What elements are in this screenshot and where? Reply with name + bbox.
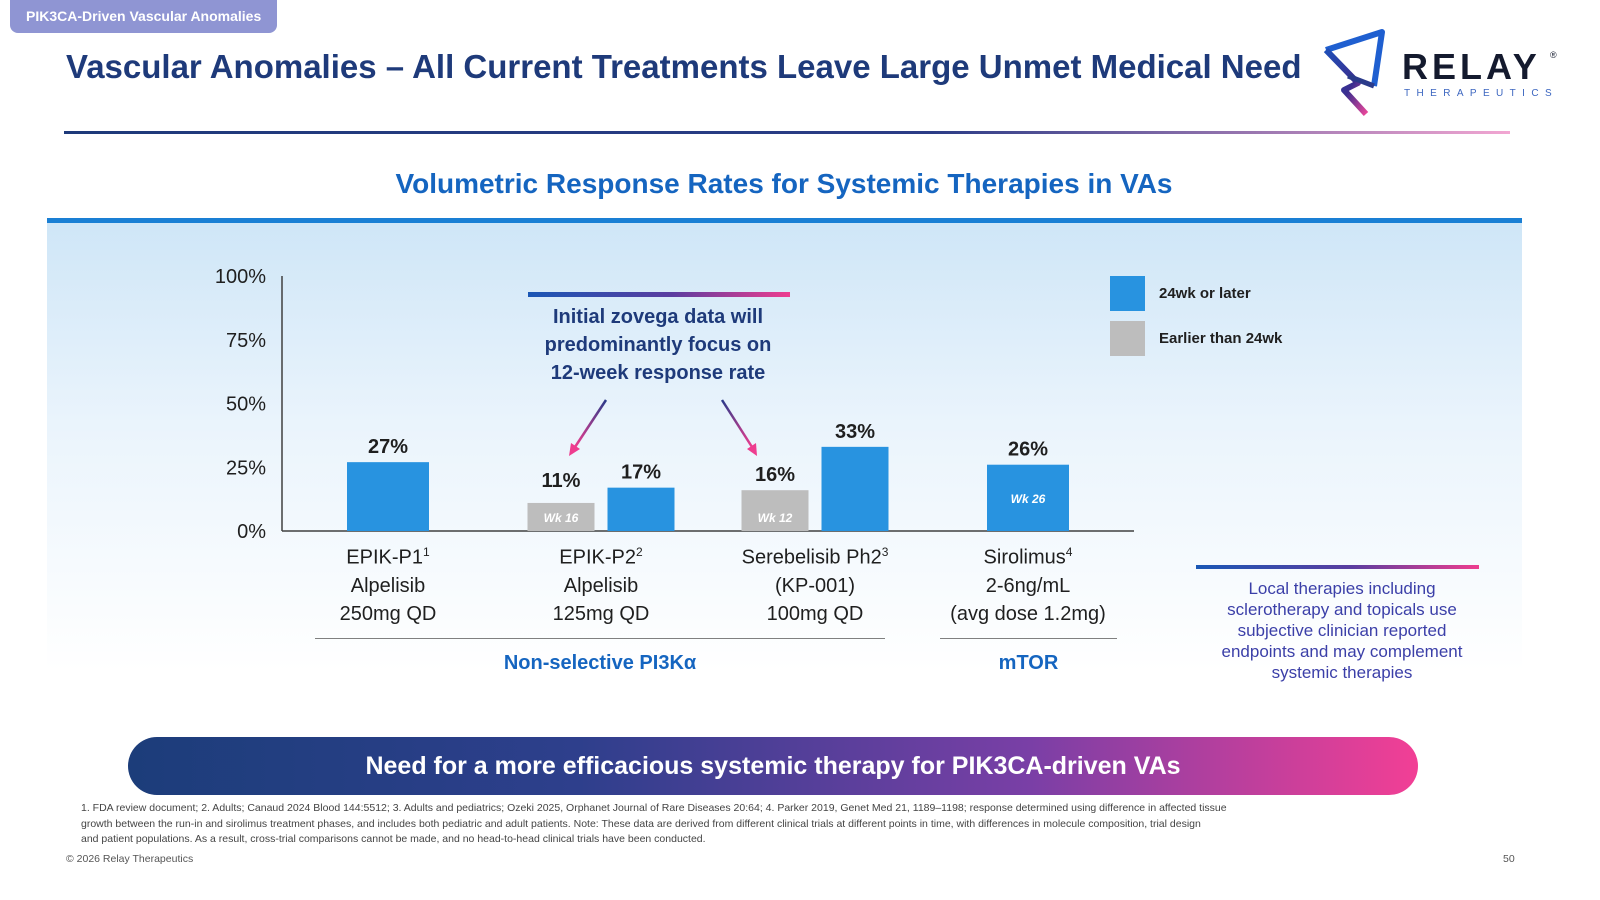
x-category-label-line: 2-6ng/mL <box>985 574 1071 597</box>
section-tag: PIK3CA-Driven Vascular Anomalies <box>10 0 278 33</box>
y-tick-label: 50% <box>226 394 266 416</box>
bar <box>527 502 595 531</box>
callout-line: predominantly focus on <box>544 334 772 356</box>
page-title: Vascular Anomalies – All Current Treatme… <box>66 48 1302 85</box>
bar-value-label: 27% <box>368 436 408 458</box>
x-category-label-line: Sirolimus4 <box>983 545 1073 569</box>
logo-subtitle: THERAPEUTICS <box>1404 88 1559 99</box>
footnote-line: growth between the run-in and sirolimus … <box>81 817 1201 830</box>
bar <box>347 462 429 531</box>
bar-value-label: 33% <box>835 421 875 443</box>
x-category-label-line: (KP-001) <box>774 574 856 597</box>
bar-inner-label: Wk 12 <box>758 511 793 525</box>
local-note-line: subjective clinician reported <box>1237 621 1447 640</box>
callout-line: 12-week response rate <box>550 362 766 384</box>
y-tick-label: 100% <box>215 266 266 288</box>
x-category-label-line: EPIK-P11 <box>346 545 430 569</box>
x-category-label-line: (avg dose 1.2mg) <box>950 602 1106 625</box>
x-category-label-line: Alpelisib <box>563 574 639 597</box>
callout-arrow <box>720 399 754 448</box>
callout-rule <box>528 292 790 297</box>
x-category-label-line: Serebelisib Ph23 <box>741 545 889 569</box>
callout-arrowhead <box>569 443 580 456</box>
group-label-mtor: mTOR <box>998 652 1059 674</box>
logo-wordmark: RELAY <box>1402 46 1541 87</box>
chart-panel <box>47 223 1522 671</box>
legend-swatch-24wk <box>1110 276 1145 311</box>
bar <box>741 490 809 531</box>
bar <box>607 487 675 531</box>
group-rule-mtor <box>940 638 1117 639</box>
bar-value-label: 26% <box>1008 439 1048 461</box>
footnote-ref: 2 <box>636 545 643 559</box>
footnote-ref: 3 <box>881 545 889 559</box>
x-category-label-line: 100mg QD <box>766 602 864 625</box>
callout-line: Initial zovega data will <box>552 306 764 328</box>
local-note-line: systemic therapies <box>1271 663 1413 682</box>
callout-text: Initial zovega data will predominantly f… <box>518 303 798 387</box>
footnotes: 1. FDA review document; 2. Adults; Canau… <box>81 801 1401 848</box>
copyright: © 2026 Relay Therapeutics <box>66 853 194 865</box>
callout-arrow <box>573 399 608 448</box>
legend-label-24wk: 24wk or later <box>1159 285 1251 302</box>
footnote-ref: 1 <box>423 545 430 559</box>
local-note-rule <box>1196 565 1479 569</box>
page-number: 50 <box>1503 853 1515 865</box>
bar-value-label: 17% <box>621 462 661 484</box>
bar-inner-label: Wk 26 <box>1011 492 1046 506</box>
x-category-label: Sirolimus4 2-6ng/mL (avg dose 1.2mg) <box>918 538 1138 628</box>
key-message-banner: Need for a more efficacious systemic the… <box>128 737 1418 795</box>
footnote-ref: 4 <box>1065 545 1073 559</box>
chart-panel-top-bar <box>47 218 1522 223</box>
bar-value-label: 11% <box>542 470 581 492</box>
footnote-line: 1. FDA review document; 2. Adults; Canau… <box>81 802 1227 814</box>
footnote-line: and patient populations. As a result, cr… <box>81 833 706 845</box>
x-category-label-line: 125mg QD <box>552 602 650 625</box>
relay-logo: RELAY ® THERAPEUTICS <box>1318 28 1558 123</box>
group-label-pi3k: Non-selective PI3Kα <box>503 652 697 674</box>
bar <box>821 446 889 531</box>
x-category-label-line: 250mg QD <box>339 602 437 625</box>
relay-logo-mark-icon <box>1323 29 1385 117</box>
x-category-label: EPIK-P22 Alpelisib 125mg QD <box>491 538 711 628</box>
legend-label-earlier: Earlier than 24wk <box>1159 330 1283 347</box>
y-tick-label: 25% <box>226 457 266 479</box>
local-therapies-note: Local therapies including sclerotherapy … <box>1196 578 1488 683</box>
x-category-label-line: EPIK-P22 <box>559 545 643 569</box>
title-divider <box>64 131 1510 134</box>
logo-registered-mark: ® <box>1550 50 1557 60</box>
chart-title: Volumetric Response Rates for Systemic T… <box>395 168 1173 199</box>
group-rule-pi3k <box>315 638 885 639</box>
callout-arrowhead <box>747 443 757 456</box>
bar-inner-label: Wk 16 <box>544 511 579 525</box>
local-note-line: Local therapies including <box>1248 579 1436 598</box>
local-note-line: endpoints and may complement <box>1221 642 1463 661</box>
bar-value-label: 16% <box>755 464 795 486</box>
local-note-line: sclerotherapy and topicals use <box>1227 600 1457 619</box>
legend-swatch-earlier <box>1110 321 1145 356</box>
x-category-label: Serebelisib Ph23 (KP-001) 100mg QD <box>705 538 925 628</box>
x-category-label: EPIK-P11 Alpelisib 250mg QD <box>278 538 498 628</box>
y-tick-label: 75% <box>226 330 266 352</box>
y-tick-label: 0% <box>237 521 266 543</box>
x-category-label-line: Alpelisib <box>350 574 426 597</box>
bar <box>987 464 1069 531</box>
